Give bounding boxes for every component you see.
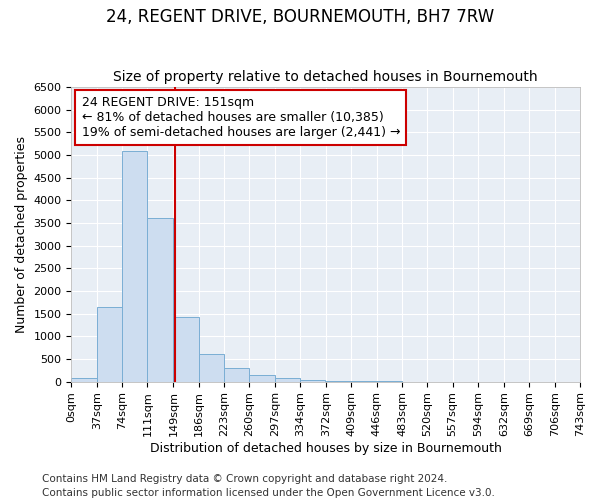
- Bar: [224, 368, 250, 382]
- Bar: [97, 307, 122, 382]
- X-axis label: Distribution of detached houses by size in Bournemouth: Distribution of detached houses by size …: [150, 442, 502, 455]
- Bar: [173, 318, 199, 382]
- Bar: [122, 152, 148, 382]
- Title: Size of property relative to detached houses in Bournemouth: Size of property relative to detached ho…: [113, 70, 538, 85]
- Text: 24, REGENT DRIVE, BOURNEMOUTH, BH7 7RW: 24, REGENT DRIVE, BOURNEMOUTH, BH7 7RW: [106, 8, 494, 26]
- Y-axis label: Number of detached properties: Number of detached properties: [15, 136, 28, 333]
- Text: Contains HM Land Registry data © Crown copyright and database right 2024.
Contai: Contains HM Land Registry data © Crown c…: [42, 474, 495, 498]
- Bar: [199, 354, 224, 382]
- Bar: [275, 378, 300, 382]
- Text: 24 REGENT DRIVE: 151sqm
← 81% of detached houses are smaller (10,385)
19% of sem: 24 REGENT DRIVE: 151sqm ← 81% of detache…: [82, 96, 400, 139]
- Bar: [250, 375, 275, 382]
- Bar: [71, 378, 97, 382]
- Bar: [148, 218, 173, 382]
- Bar: [300, 380, 325, 382]
